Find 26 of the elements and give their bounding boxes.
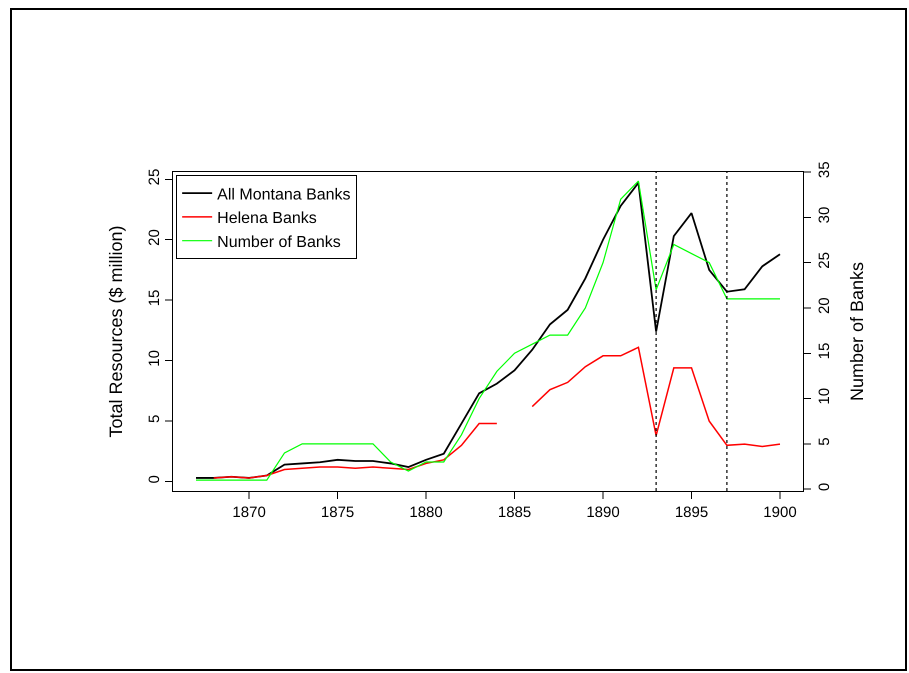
x-tick-label: 1870 xyxy=(232,504,266,522)
y2-tick-label: 30 xyxy=(816,206,833,224)
x-tick-label: 1890 xyxy=(586,504,620,522)
y2-tick-label: 10 xyxy=(816,388,833,405)
x-tick-label: 1900 xyxy=(763,504,797,522)
x-tick-label: 1885 xyxy=(498,504,532,522)
y-tick-label: 20 xyxy=(146,229,163,246)
y-tick-label: 5 xyxy=(146,414,163,424)
y-axis-title: Total Resources ($ million) xyxy=(106,225,126,438)
x-tick-label: 1880 xyxy=(409,504,443,522)
x-tick-label: 1895 xyxy=(674,504,708,522)
x-tick-label: 1875 xyxy=(320,504,354,522)
legend-label: All Montana Banks xyxy=(217,186,351,204)
legend-label: Helena Banks xyxy=(217,210,317,228)
y2-tick-label: 20 xyxy=(816,297,833,314)
y-tick-label: 10 xyxy=(146,350,163,367)
y-tick-label: 0 xyxy=(146,475,163,484)
y2-tick-label: 15 xyxy=(816,342,833,360)
y2-tick-label: 35 xyxy=(816,161,833,178)
y2-tick-label: 5 xyxy=(816,437,833,446)
y2-tick-label: 25 xyxy=(816,252,833,269)
y-tick-label: 25 xyxy=(146,168,163,186)
legend-label: Number of Banks xyxy=(217,234,341,251)
y2-axis-title: Number of Banks xyxy=(847,262,868,402)
y-tick-label: 15 xyxy=(146,290,163,306)
y2-tick-label: 0 xyxy=(816,482,833,492)
